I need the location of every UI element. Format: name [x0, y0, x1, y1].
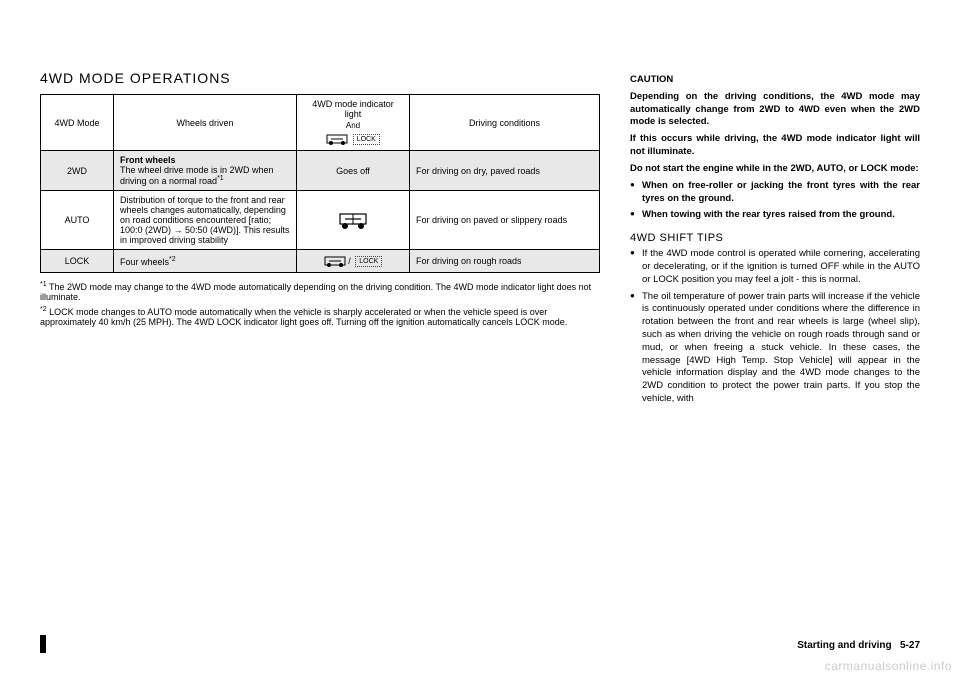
right-column: CAUTION Depending on the driving conditi… [630, 70, 920, 410]
col-header-indicator: 4WD mode indicator light And LOCK [297, 95, 410, 151]
caution-p3: Do not start the engine while in the 2WD… [630, 163, 920, 176]
col-header-wheels: Wheels driven [114, 95, 297, 151]
page-footer: Starting and driving 5-27 [797, 640, 920, 651]
caution-list: When on free-roller or jacking the front… [630, 180, 920, 222]
col-header-conditions: Driving conditions [410, 95, 600, 151]
col-header-mode: 4WD Mode [41, 95, 114, 151]
slash: / [348, 256, 351, 266]
tips-heading: 4WD SHIFT TIPS [630, 232, 920, 244]
footnote-1: *1 The 2WD mode may change to the 4WD mo… [40, 281, 600, 302]
4wd-mode-table: 4WD Mode Wheels driven 4WD mode indicato… [40, 94, 600, 273]
footer-page: 5-27 [900, 640, 920, 651]
list-item: When on free-roller or jacking the front… [630, 180, 920, 206]
cell-conditions: For driving on paved or slippery roads [410, 191, 600, 250]
caution-heading: CAUTION [630, 74, 920, 87]
caution-p2: If this occurs while driving, the 4WD mo… [630, 133, 920, 159]
cell-mode: 2WD [41, 151, 114, 191]
lock-icon: LOCK [355, 256, 382, 267]
cell-wheels: Four wheels*2 [114, 250, 297, 273]
list-item: The oil temperature of power train parts… [630, 291, 920, 406]
cell-wheels: Front wheels The wheel drive mode is in … [114, 151, 297, 191]
awd-icon [326, 132, 348, 146]
awd-lock-icon [324, 254, 346, 268]
awd-auto-icon [338, 209, 368, 231]
cell-conditions: For driving on dry, paved roads [410, 151, 600, 191]
cell-mode: AUTO [41, 191, 114, 250]
cell-wheels: Distribution of torque to the front and … [114, 191, 297, 250]
indicator-title: 4WD mode indicator light [303, 99, 403, 119]
tips-list: If the 4WD mode control is operated whil… [630, 248, 920, 406]
caution-p1: Depending on the driving conditions, the… [630, 91, 920, 129]
section-heading-4wd-operations: 4WD MODE OPERATIONS [40, 70, 600, 86]
footnotes: *1 The 2WD mode may change to the 4WD mo… [40, 281, 600, 327]
cell-mode: LOCK [41, 250, 114, 273]
footer-section: Starting and driving [797, 640, 891, 651]
cell-indicator: / LOCK [297, 250, 410, 273]
list-item: If the 4WD mode control is operated whil… [630, 248, 920, 286]
header-icon-pair: LOCK [303, 132, 403, 146]
watermark: carmanualsonline.info [825, 659, 952, 673]
lock-icon: LOCK [353, 134, 380, 145]
cell-indicator [297, 191, 410, 250]
cell-indicator: Goes off [297, 151, 410, 191]
table-row: LOCK Four wheels*2 / LOCK For driving on… [41, 250, 600, 273]
left-column: 4WD MODE OPERATIONS 4WD Mode Wheels driv… [40, 70, 600, 410]
table-row: AUTO Distribution of torque to the front… [41, 191, 600, 250]
indicator-sub: And [303, 121, 403, 130]
footnote-2: *2 LOCK mode changes to AUTO mode automa… [40, 306, 600, 327]
cell-conditions: For driving on rough roads [410, 250, 600, 273]
list-item: When towing with the rear tyres raised f… [630, 209, 920, 222]
table-row: 2WD Front wheels The wheel drive mode is… [41, 151, 600, 191]
binding-marker [40, 635, 46, 653]
page-content: 4WD MODE OPERATIONS 4WD Mode Wheels driv… [0, 0, 960, 430]
